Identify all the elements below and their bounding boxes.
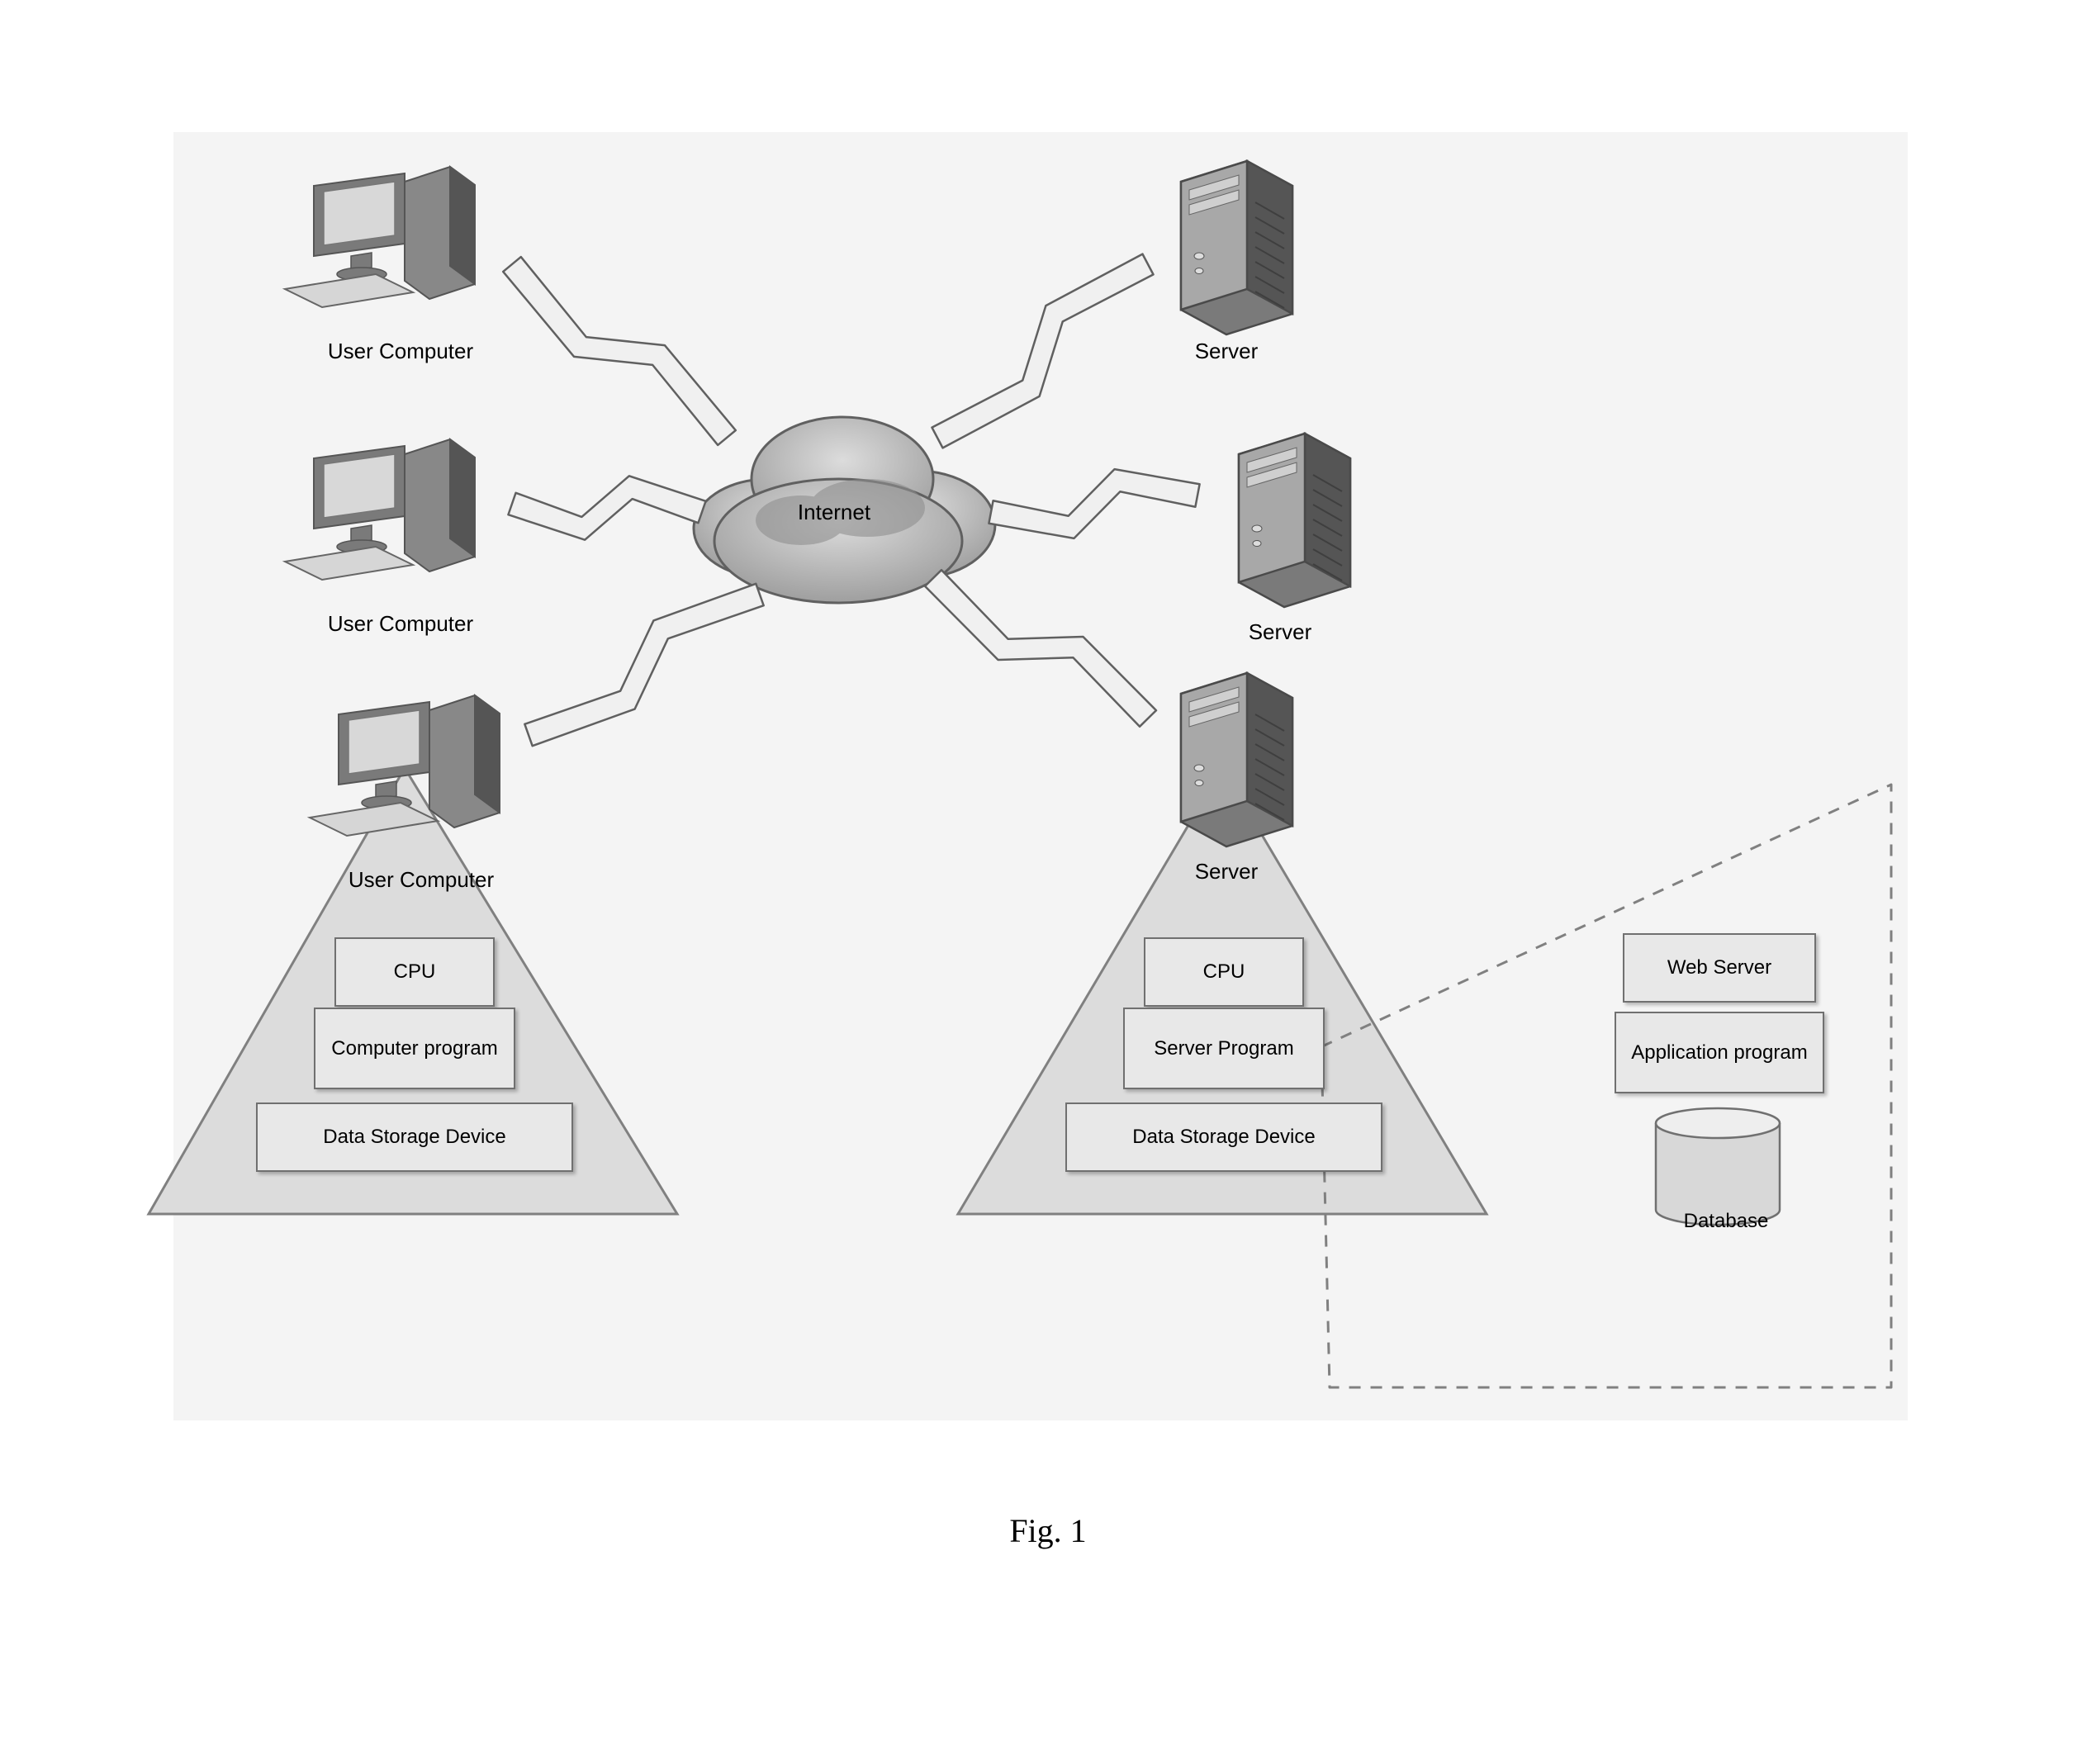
user-detail-box-cpu: CPU — [334, 937, 495, 1007]
label-server-2: Server — [1206, 619, 1354, 645]
label-server-3: Server — [1152, 859, 1301, 884]
label-database: Database — [1652, 1210, 1800, 1233]
figure-caption: Fig. 1 — [0, 1511, 2096, 1550]
label-user-computer-2: User Computer — [293, 611, 508, 637]
figure-stage: CPUComputer programData Storage DeviceCP… — [0, 0, 2096, 1764]
label-server-1: Server — [1152, 339, 1301, 364]
server-program-detail-box-app_prog: Application program — [1615, 1012, 1824, 1093]
label-internet: Internet — [768, 500, 900, 525]
server-detail-box-srv_cpu: CPU — [1144, 937, 1304, 1007]
user-detail-box-program: Computer program — [314, 1008, 515, 1089]
server-program-detail-box-web_server: Web Server — [1623, 933, 1816, 1003]
user-detail-box-storage: Data Storage Device — [256, 1102, 573, 1172]
server-detail-box-srv_storage: Data Storage Device — [1065, 1102, 1382, 1172]
label-user-computer-3: User Computer — [314, 867, 529, 893]
label-user-computer-1: User Computer — [293, 339, 508, 364]
server-detail-box-srv_program: Server Program — [1123, 1008, 1325, 1089]
